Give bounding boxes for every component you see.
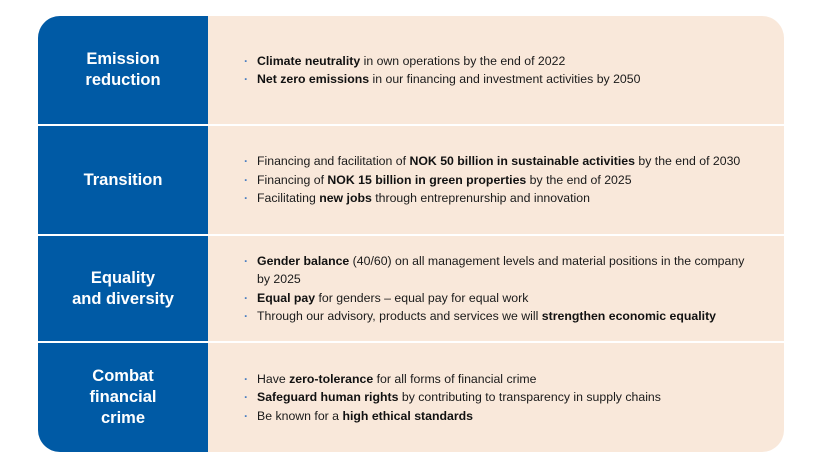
row-label: Transition: [38, 126, 208, 234]
goal-item-highlight: NOK 50 billion in sustainable activities: [409, 154, 635, 169]
row-label: Equality and diversity: [38, 236, 208, 341]
goal-item-text: by the end of 2025: [526, 172, 632, 187]
goal-item-highlight: Safeguard human rights: [257, 390, 399, 405]
goal-item-text: through entreprenurship and innovation: [371, 191, 590, 206]
goal-item-highlight: zero-tolerance: [289, 371, 374, 386]
goal-item: Net zero emissions in our financing and …: [244, 70, 640, 89]
goal-item-text: by the end of 2030: [634, 154, 741, 169]
goal-row-transition: Transition Financing and facilitation of…: [38, 126, 784, 234]
goal-item-highlight: Climate neutrality: [257, 53, 361, 68]
goal-item-highlight: Gender balance: [257, 253, 350, 268]
goal-item: Gender balance (40/60) on all management…: [244, 252, 757, 289]
goal-item: Climate neutrality in own operations by …: [244, 52, 640, 71]
goal-item-highlight: Equal pay: [257, 290, 316, 305]
goal-row-equality: Equality and diversity Gender balance (4…: [38, 236, 784, 341]
row-label: Emission reduction: [38, 16, 208, 124]
row-content: Financing and facilitation of NOK 50 bil…: [208, 126, 784, 234]
row-divider: [38, 124, 784, 126]
row-divider: [38, 234, 784, 236]
goal-item: Financing and facilitation of NOK 50 bil…: [244, 152, 740, 171]
goal-list: Gender balance (40/60) on all management…: [244, 252, 757, 326]
goal-item-highlight: Net zero emissions: [257, 72, 370, 86]
goal-item-text: Be known for a: [257, 408, 343, 423]
goal-item-text: Have: [257, 371, 290, 386]
goal-item-text: in our financing and investment activiti…: [369, 72, 641, 86]
goal-item-text: Financing and facilitation of: [257, 154, 410, 169]
row-divider: [38, 341, 784, 343]
goal-item: Have zero-tolerance for all forms of fin…: [244, 370, 661, 389]
goal-item: Equal pay for genders – equal pay for eq…: [244, 289, 757, 308]
goal-list: Have zero-tolerance for all forms of fin…: [244, 370, 661, 426]
row-content: Gender balance (40/60) on all management…: [208, 236, 784, 341]
goal-item-highlight: new jobs: [319, 191, 372, 206]
goal-item: Financing of NOK 15 billion in green pro…: [244, 171, 740, 190]
goal-item: Facilitating new jobs through entreprenu…: [244, 189, 740, 208]
goal-item-text: Through our advisory, products and servi…: [257, 309, 542, 323]
goal-item-highlight: NOK 15 billion in green properties: [327, 172, 527, 187]
goal-list: Climate neutrality in own operations by …: [244, 52, 640, 89]
goal-item: Safeguard human rights by contributing t…: [244, 388, 661, 407]
goal-item: Through our advisory, products and servi…: [244, 307, 757, 326]
row-label: Combat financial crime: [38, 343, 208, 452]
goal-item-text: in own operations by the end of 2022: [360, 53, 566, 68]
goal-row-emission: Emission reduction Climate neutrality in…: [38, 16, 784, 124]
goal-item-text: Facilitating: [257, 191, 320, 206]
goal-list: Financing and facilitation of NOK 50 bil…: [244, 152, 740, 208]
goal-item-text: (40/60) on all management levels and mat…: [257, 253, 745, 287]
goal-row-crime: Combat financial crime Have zero-toleran…: [38, 343, 784, 452]
goals-card: Emission reduction Climate neutrality in…: [38, 16, 784, 452]
goal-item: Be known for a high ethical standards: [244, 407, 661, 426]
row-content: Have zero-tolerance for all forms of fin…: [208, 343, 784, 452]
goal-item-text: for all forms of financial crime: [373, 371, 537, 386]
goal-item-text: for genders – equal pay for equal work: [315, 290, 529, 305]
goal-item-text: by contributing to transparency in suppl…: [398, 390, 661, 405]
goal-item-text: Financing of: [257, 172, 328, 187]
row-content: Climate neutrality in own operations by …: [208, 16, 784, 124]
goal-item-highlight: high ethical standards: [342, 408, 473, 423]
goal-item-highlight: strengthen economic equality: [541, 309, 717, 323]
